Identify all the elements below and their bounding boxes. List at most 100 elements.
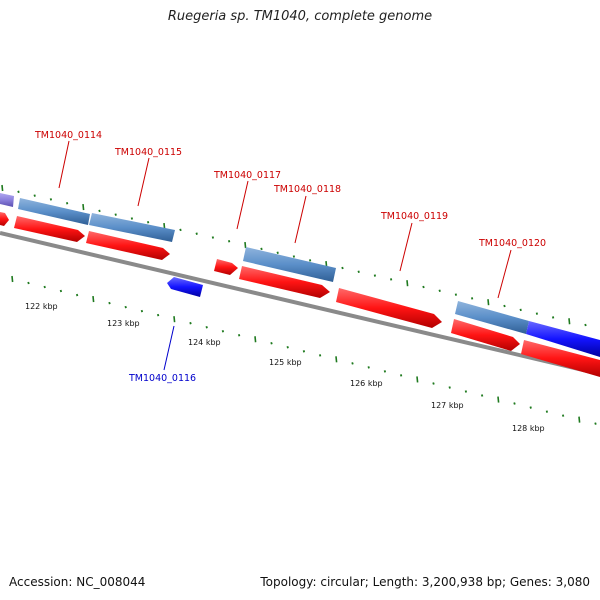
plus-strand-genes: [0, 193, 600, 357]
major-tick: [578, 416, 581, 423]
minor-tick: [383, 370, 387, 373]
minor-tick: [503, 304, 506, 308]
scale-label: 122 kbp: [25, 302, 58, 311]
minor-tick: [454, 293, 458, 296]
cds-arrow[interactable]: [336, 288, 442, 328]
cds-arrow[interactable]: [0, 212, 9, 226]
major-tick: [487, 299, 490, 306]
major-tick: [244, 242, 247, 249]
major-tick: [497, 396, 500, 403]
minor-tick: [584, 323, 587, 327]
minor-tick: [286, 346, 289, 349]
minor-tick: [17, 190, 20, 194]
minor-tick: [27, 281, 30, 285]
major-tick: [1, 184, 4, 192]
minor-tick: [270, 342, 273, 345]
major-tick: [416, 376, 419, 383]
minor-tick: [114, 213, 117, 216]
gene-feature[interactable]: [0, 193, 14, 207]
cds-arrow[interactable]: [451, 319, 520, 351]
gene-label[interactable]: TM1040_0114: [34, 130, 102, 141]
gene-label[interactable]: TM1040_0119: [380, 211, 448, 222]
scale-label: 125 kbp: [269, 358, 302, 367]
gene-feature[interactable]: [18, 198, 90, 225]
gene-label[interactable]: TM1040_0118: [273, 184, 341, 195]
scale-label: 127 kbp: [431, 401, 464, 410]
major-tick: [254, 336, 257, 343]
minor-tick: [211, 236, 215, 239]
gene-feature[interactable]: [455, 301, 529, 334]
minor-tick: [146, 221, 150, 224]
minor-tick: [130, 217, 134, 220]
gene-feature[interactable]: [243, 247, 336, 282]
gene-label[interactable]: TM1040_0117: [213, 170, 281, 181]
major-tick: [11, 275, 14, 283]
minor-tick: [594, 422, 597, 425]
lower-tick-row: [11, 275, 597, 425]
minor-tick: [464, 390, 468, 393]
minor-tick: [221, 329, 225, 333]
minor-tick: [432, 382, 435, 385]
minor-tick: [519, 308, 522, 312]
minor-tick: [65, 201, 69, 205]
accession-text: Accession: NC_008044: [9, 575, 146, 589]
minor-tick: [33, 194, 36, 197]
minor-tick: [189, 321, 192, 325]
gene-label[interactable]: TM1040_0116: [128, 373, 196, 384]
gene-label[interactable]: TM1040_0120: [478, 238, 546, 249]
minor-tick: [389, 278, 393, 281]
minor-tick: [308, 259, 312, 262]
minor-tick: [373, 274, 377, 277]
minor-tick: [561, 414, 565, 417]
minor-tick: [276, 251, 279, 254]
cds-arrow[interactable]: [239, 266, 330, 298]
major-tick: [568, 318, 571, 325]
genome-backbone: [0, 231, 600, 376]
scale-label: 123 kbp: [107, 319, 140, 328]
scale-label: 124 kbp: [188, 338, 221, 347]
cds-arrow[interactable]: [86, 231, 170, 260]
major-tick: [335, 356, 338, 363]
minor-tick: [156, 313, 160, 317]
minor-tick: [260, 247, 263, 251]
minor-tick: [535, 312, 539, 315]
major-tick: [92, 296, 95, 303]
plus-strand-cds: [0, 212, 600, 377]
minor-tick: [470, 297, 474, 300]
gene-label[interactable]: TM1040_0115: [114, 147, 182, 158]
gene-labels: TM1040_0114 TM1040_0115 TM1040_0116 TM10…: [34, 130, 546, 384]
scale-label: 126 kbp: [350, 379, 383, 388]
minor-tick: [179, 228, 182, 232]
minor-tick: [357, 270, 360, 274]
minor-tick: [341, 266, 344, 270]
minor-tick: [529, 406, 532, 409]
minor-tick: [367, 366, 370, 369]
gene-feature[interactable]: [89, 213, 175, 242]
minor-tick: [124, 305, 127, 309]
minor-tick: [227, 240, 231, 243]
minor-tick: [551, 316, 555, 319]
minor-tick: [422, 285, 425, 289]
cds-arrow[interactable]: [214, 259, 238, 275]
cds-arrow[interactable]: [14, 216, 85, 242]
minor-tick: [195, 232, 198, 235]
minor-tick: [49, 198, 53, 201]
minor-tick: [448, 386, 451, 389]
minor-tick: [237, 333, 241, 337]
minor-tick: [98, 209, 101, 213]
minor-tick: [292, 255, 296, 258]
gene-feature[interactable]: [526, 321, 600, 357]
minor-tick: [545, 410, 549, 413]
minor-tick: [302, 350, 306, 353]
cds-arrow[interactable]: [521, 340, 600, 377]
major-tick: [82, 203, 85, 211]
genome-title: Ruegeria sp. TM1040, complete genome: [167, 9, 433, 24]
minor-tick: [399, 374, 403, 377]
scale-label: 128 kbp: [512, 424, 545, 433]
minor-tick: [438, 289, 441, 293]
cds-arrow-minus[interactable]: [167, 277, 203, 297]
minor-tick: [318, 354, 322, 357]
major-tick: [406, 280, 409, 287]
minor-tick: [140, 309, 144, 313]
